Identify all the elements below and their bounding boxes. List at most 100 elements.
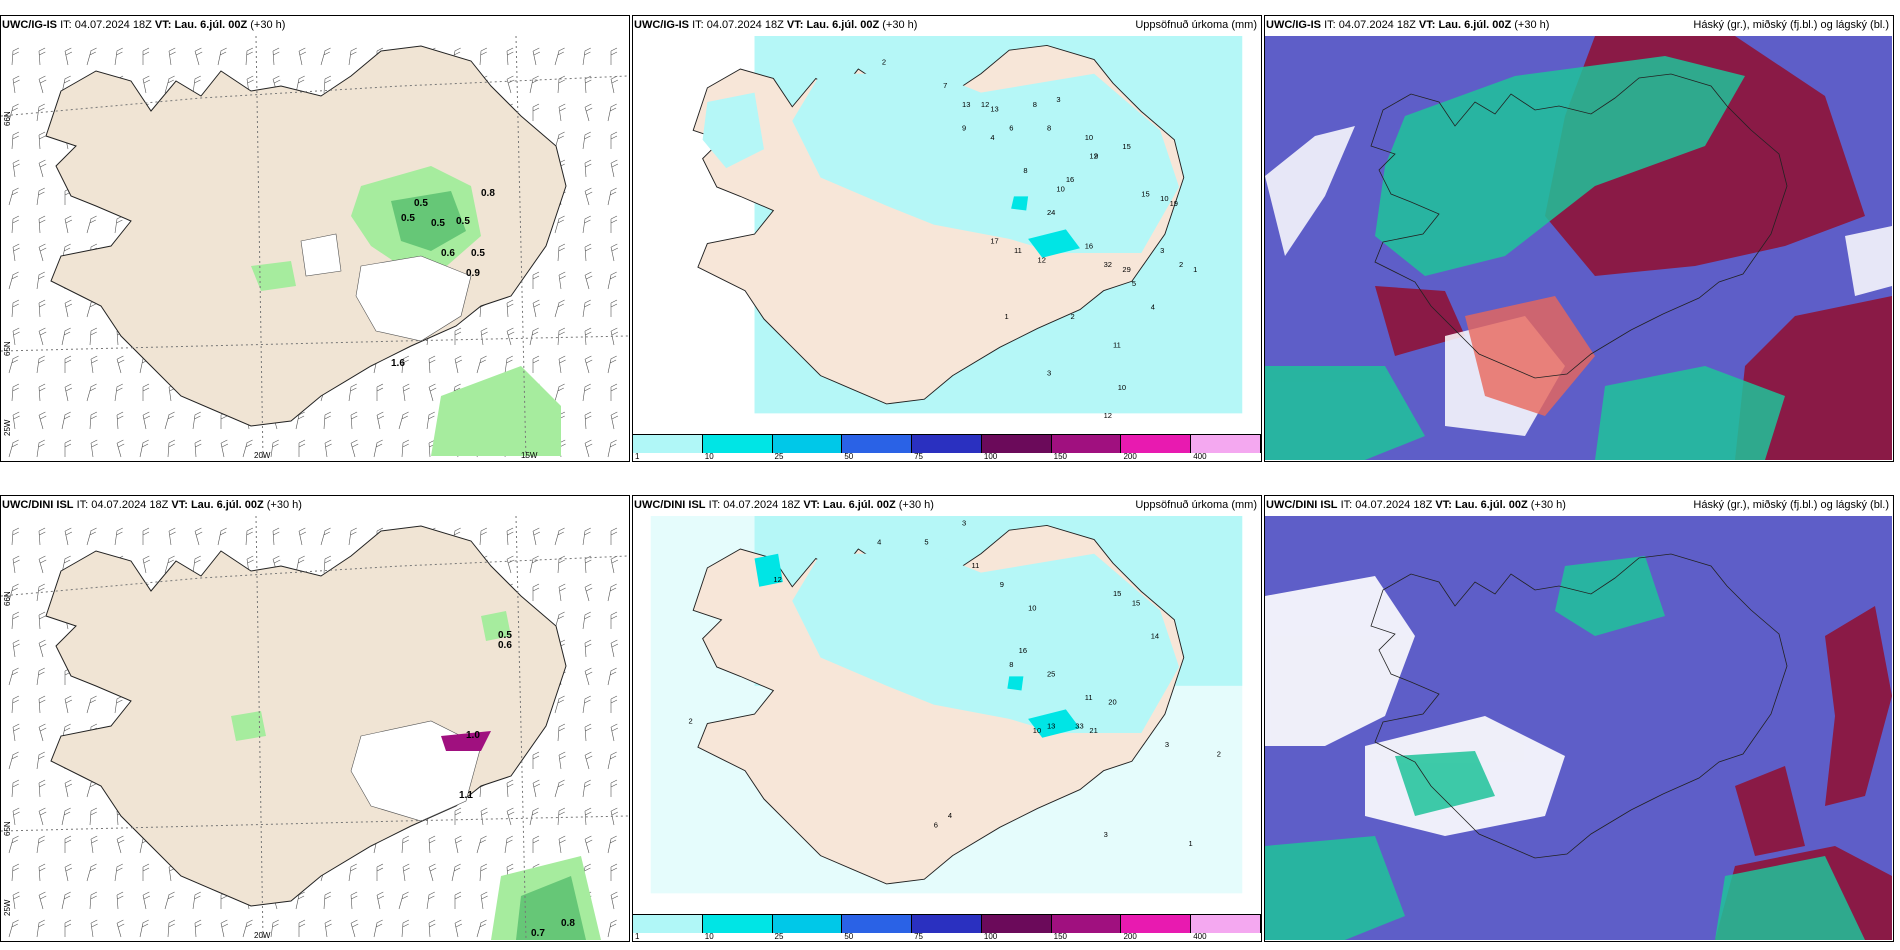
- precip-value-label: 16: [1019, 646, 1027, 655]
- wind-barb: [554, 695, 565, 714]
- wind-barb: [480, 891, 488, 910]
- wind-barb: [11, 779, 20, 798]
- wind-barb: [506, 327, 515, 346]
- wind-barb: [376, 863, 384, 881]
- lead-time: (+30 h): [266, 499, 302, 511]
- wind-barb: [506, 807, 515, 826]
- wind-barb: [610, 47, 618, 65]
- precip-value-label: 10: [1028, 603, 1036, 612]
- precip-value-label: 11: [1014, 246, 1022, 255]
- wind-barb: [12, 723, 20, 742]
- colorbar-swatch: [981, 915, 1052, 933]
- precip-map-panel-dini: UWC/DINI ISL IT: 04.07.2024 18Z VT: Lau.…: [632, 495, 1262, 942]
- it-prefix: IT:: [692, 19, 704, 31]
- dust-labels: 0.50.50.80.5 0.50.6 0.50.91.6: [391, 188, 495, 369]
- wind-barb: [11, 215, 20, 234]
- wind-barb: [64, 47, 73, 66]
- dust-value-label: 0.8: [561, 918, 575, 929]
- lon-label-20: 20W: [254, 931, 271, 940]
- wind-barb: [554, 779, 565, 798]
- dust-value-label: 0.5: [471, 248, 485, 259]
- colorbar-tick-label: 10: [704, 452, 714, 461]
- wind-barb: [532, 583, 540, 601]
- dust-labels: 0.50.6 1.0 1.1 0.7 0.8: [459, 630, 575, 939]
- wind-barb: [426, 891, 435, 910]
- dust-green-areas: [231, 611, 601, 940]
- colorbar-swatch: [1051, 915, 1122, 933]
- it-prefix: IT:: [708, 499, 721, 511]
- wind-barb: [401, 355, 410, 374]
- colorbar-swatch: [1121, 915, 1192, 933]
- colorbar-swatch: [633, 435, 703, 453]
- precip-value-label: 1: [1193, 265, 1197, 274]
- precip-shaded-areas: [754, 553, 1180, 738]
- wind-barb: [504, 355, 513, 374]
- lead-time: (+30 h): [898, 499, 934, 511]
- wind-barb: [582, 47, 591, 66]
- wind-barb: [558, 751, 566, 770]
- lon-label-20: 20W: [254, 451, 271, 460]
- wind-barb: [36, 667, 45, 686]
- grid-line: [1, 335, 628, 352]
- wind-barb: [38, 75, 47, 94]
- wind-barb: [8, 919, 19, 938]
- dust-value-label: 0.5: [456, 216, 470, 227]
- wind-barb: [398, 411, 409, 430]
- wind-barb: [376, 891, 385, 910]
- precip-value-label: 9: [1094, 152, 1098, 161]
- wind-barb: [64, 919, 72, 937]
- wind-barb: [373, 919, 383, 938]
- wind-barb: [610, 411, 619, 430]
- wind-barb: [607, 439, 617, 458]
- precip-value-label: 5: [1132, 279, 1136, 288]
- lon-label-15: 15W: [521, 451, 538, 460]
- wind-barb: [350, 891, 358, 910]
- wind-barb: [8, 439, 19, 458]
- wind-barb: [192, 411, 201, 430]
- wind-barb: [584, 639, 592, 658]
- wind-map: 0.50.50.80.5 0.50.6 0.50.91.6: [1, 36, 628, 460]
- wind-barb: [86, 215, 97, 234]
- cloud-map: [1265, 516, 1892, 940]
- vt-prefix: VT:: [786, 19, 804, 31]
- precip-value-label: 2: [688, 717, 692, 726]
- wind-barb: [610, 327, 619, 346]
- precip-value-label: 4: [1151, 303, 1155, 312]
- wind-barb: [38, 891, 47, 910]
- wind-barb: [402, 863, 410, 882]
- wind-barb: [12, 639, 20, 658]
- wind-barb: [64, 779, 73, 798]
- iceland-land: [45, 45, 567, 427]
- wind-barb: [61, 411, 71, 430]
- colorbar-tick-label: 25: [774, 452, 784, 461]
- precip-value-label: 16: [1066, 175, 1074, 184]
- wind-barb: [194, 439, 202, 458]
- wind-barb: [64, 695, 73, 714]
- wind-barb: [90, 439, 98, 458]
- wind-barb: [116, 355, 125, 374]
- colorbar-swatch: [702, 435, 773, 453]
- wind-barb: [90, 835, 98, 854]
- wind-barb: [11, 383, 20, 402]
- precip-value-label: 8: [1023, 166, 1027, 175]
- wind-barb: [506, 299, 514, 318]
- colorbar-swatch: [772, 915, 843, 933]
- wind-barb: [164, 891, 175, 910]
- wind-barb: [86, 383, 97, 402]
- wind-barb: [324, 919, 332, 938]
- wind-barb: [36, 439, 45, 458]
- wind-barb: [558, 583, 566, 602]
- precip-value-label: 6: [1009, 123, 1013, 132]
- dust-value-label: 1.1: [459, 790, 473, 801]
- precip-value-label: 10: [1085, 133, 1093, 142]
- colorbar-tick-label: 75: [914, 932, 924, 941]
- wind-barb: [584, 555, 592, 574]
- wind-barb: [426, 411, 435, 430]
- dust-value-label: 0.5: [431, 218, 445, 229]
- lead-time: (+30 h): [1530, 499, 1566, 511]
- wind-barb: [8, 355, 19, 374]
- colorbar-tick-label: 100: [983, 452, 998, 461]
- colorbar-tick-label: 200: [1123, 932, 1137, 941]
- colorbar-swatch: [1051, 435, 1122, 453]
- precip-value-label: 7: [943, 81, 947, 90]
